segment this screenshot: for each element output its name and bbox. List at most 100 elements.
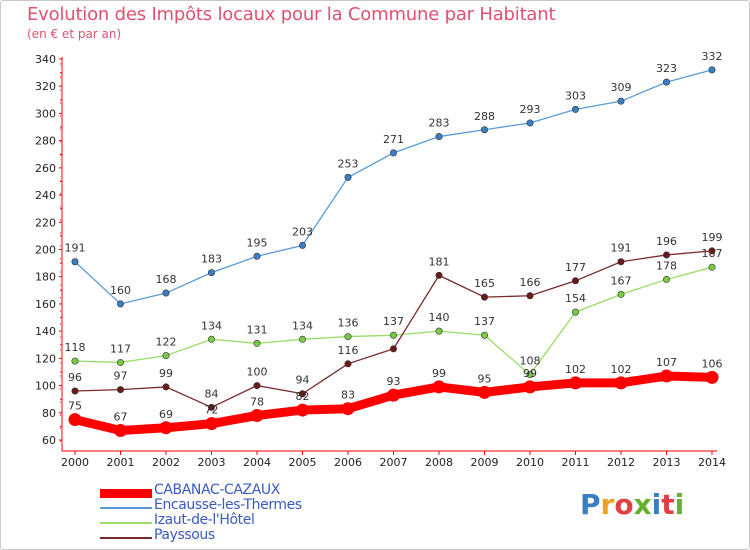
data-label: 332 (702, 50, 723, 63)
data-point (71, 357, 79, 365)
data-label: 82 (296, 390, 310, 403)
data-label: 271 (383, 133, 404, 146)
data-label: 203 (292, 225, 313, 238)
series-payssous: 96 97 99 84 100 94 116 181 165 166 177 191 196 199 (68, 231, 723, 411)
logo-letter: i (651, 488, 662, 521)
logo-letter: i (674, 488, 685, 521)
x-tick-label: 2004 (243, 456, 271, 469)
legend-swatch (100, 522, 152, 524)
data-point (387, 388, 400, 402)
data-point (662, 251, 670, 259)
data-label: 177 (565, 261, 586, 274)
data-point (344, 333, 352, 341)
data-label: 72 (205, 404, 219, 417)
data-point (114, 423, 127, 437)
data-label: 181 (429, 255, 450, 268)
x-tick-label: 2007 (380, 456, 408, 469)
data-label: 154 (565, 292, 586, 305)
x-tick-label: 2011 (562, 456, 590, 469)
data-point (208, 335, 216, 343)
data-point (253, 252, 261, 260)
data-label: 83 (341, 389, 355, 402)
data-label: 107 (656, 356, 677, 369)
legend-label: Encausse-les-Thermes (154, 497, 302, 513)
data-label: 191 (65, 242, 86, 255)
data-point (662, 78, 670, 86)
data-label: 84 (205, 387, 219, 400)
data-point (614, 376, 628, 390)
x-tick-label: 2000 (61, 456, 89, 469)
line-chart: 60 80 100 120 140 160 180 200 220 240 260 280 300 320… (35, 50, 726, 469)
data-point (253, 339, 261, 347)
data-point (708, 66, 716, 74)
data-point (435, 327, 443, 335)
data-label: 195 (247, 236, 268, 249)
y-tick-label: 220 (35, 216, 56, 229)
data-label: 140 (429, 311, 450, 324)
data-point (705, 370, 719, 384)
data-label: 95 (478, 372, 492, 385)
data-label: 94 (296, 374, 310, 387)
legend-item: Encausse-les-Thermes (100, 497, 400, 516)
data-label: 118 (65, 341, 86, 354)
data-point (208, 269, 216, 277)
chart-title: Evolution des Impôts locaux pour la Comm… (27, 4, 556, 25)
legend-item: Payssous (100, 527, 400, 546)
x-tick-label: 2014 (698, 456, 726, 469)
y-tick-label: 60 (42, 434, 56, 447)
data-point (205, 417, 218, 431)
data-point (526, 371, 534, 379)
x-tick-label: 2001 (107, 456, 135, 469)
y-tick-label: 140 (35, 325, 56, 338)
y-tick-label: 280 (35, 135, 56, 148)
data-point (478, 385, 491, 399)
data-label: 137 (474, 315, 495, 328)
data-label: 117 (110, 342, 131, 355)
data-label: 108 (520, 355, 541, 368)
data-point (523, 380, 537, 394)
x-tick-label: 2010 (516, 456, 544, 469)
y-tick-label: 240 (35, 189, 56, 202)
x-tick-label: 2006 (334, 456, 362, 469)
data-point (162, 352, 170, 360)
data-label: 165 (474, 277, 495, 290)
data-point (162, 289, 170, 297)
data-point (208, 403, 216, 411)
data-point (571, 277, 579, 285)
data-point (344, 360, 352, 368)
data-point (480, 126, 488, 134)
data-label: 283 (429, 117, 450, 130)
data-label: 323 (656, 62, 677, 75)
data-label: 136 (338, 317, 359, 330)
y-tick-label: 100 (35, 380, 56, 393)
x-tick-label: 2012 (607, 456, 635, 469)
data-point (296, 403, 309, 417)
data-label: 99 (159, 367, 173, 380)
data-point (480, 293, 488, 301)
data-label: 309 (611, 81, 632, 94)
data-point (432, 380, 446, 394)
x-tick-label: 2002 (152, 456, 180, 469)
data-point (435, 133, 443, 141)
data-point (250, 409, 264, 423)
series-encausse-les-thermes: 191 160 168 183 195 203 253 271 283 288 293 303 309 3… (65, 50, 723, 308)
data-label: 100 (247, 366, 268, 379)
data-point (341, 402, 355, 416)
data-point (117, 358, 125, 366)
series-izaut-de-l-h-tel: 118 117 122 134 131 134 136 137 140 137 108 154 167 1… (65, 247, 723, 379)
data-point (708, 263, 716, 271)
x-tick-label: 2009 (471, 456, 499, 469)
data-label: 99 (523, 367, 537, 380)
data-point (344, 173, 352, 181)
data-point (298, 241, 306, 249)
data-label: 303 (565, 89, 586, 102)
data-label: 199 (702, 231, 723, 244)
y-tick-label: 80 (42, 407, 56, 420)
legend-label: Payssous (154, 527, 215, 543)
data-label: 166 (520, 276, 541, 289)
logo-letter: o (614, 488, 634, 521)
data-point (480, 331, 488, 339)
data-point (569, 376, 582, 390)
data-point (571, 105, 579, 113)
chart-subtitle: (en € et par an) (27, 27, 122, 41)
